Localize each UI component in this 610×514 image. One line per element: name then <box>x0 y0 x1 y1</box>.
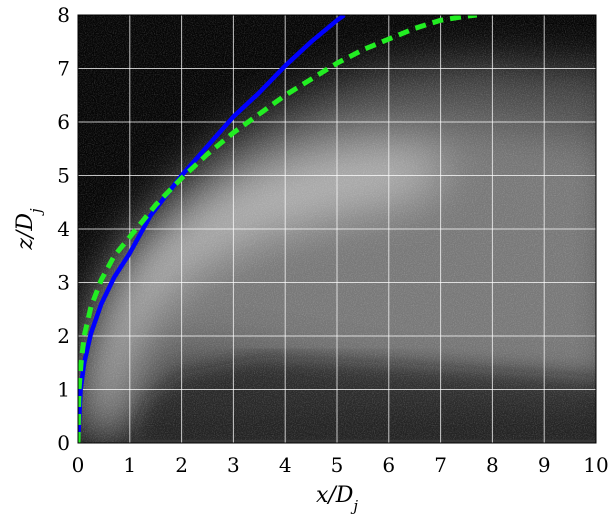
x-tick-label: 1 <box>123 453 136 477</box>
x-axis-label: x/Dj <box>316 483 358 514</box>
y-tick-label: 3 <box>57 271 70 295</box>
x-tick-label: 5 <box>331 453 344 477</box>
grid <box>78 15 596 443</box>
y-tick-label: 8 <box>57 3 70 27</box>
y-tick-label: 1 <box>57 378 70 402</box>
y-tick-label: 4 <box>57 217 70 241</box>
y-tick-label: 5 <box>57 164 70 188</box>
x-tick-label: 8 <box>486 453 499 477</box>
x-tick-labels: 0 1 2 3 4 5 6 7 8 9 10 <box>72 453 609 477</box>
x-tick-label: 7 <box>434 453 447 477</box>
wall-strip <box>129 439 596 443</box>
x-tick-label: 0 <box>72 453 85 477</box>
y-tick-label: 2 <box>57 324 70 348</box>
series-layer <box>78 15 478 443</box>
x-tick-label: 2 <box>175 453 188 477</box>
plot-frame <box>77 14 597 444</box>
x-tick-label: 10 <box>583 453 608 477</box>
x-tick-label: 3 <box>227 453 240 477</box>
y-axis-label: z/Dj <box>13 208 45 251</box>
x-tick-label: 6 <box>382 453 395 477</box>
x-tick-label: 9 <box>538 453 551 477</box>
series-line-2-dashed <box>78 15 478 443</box>
x-tick-label: 4 <box>279 453 292 477</box>
y-tick-label: 6 <box>57 110 70 134</box>
y-tick-label: 0 <box>57 431 70 455</box>
y-tick-labels: 0 1 2 3 4 5 6 7 8 <box>57 3 70 455</box>
y-tick-label: 7 <box>57 57 70 81</box>
